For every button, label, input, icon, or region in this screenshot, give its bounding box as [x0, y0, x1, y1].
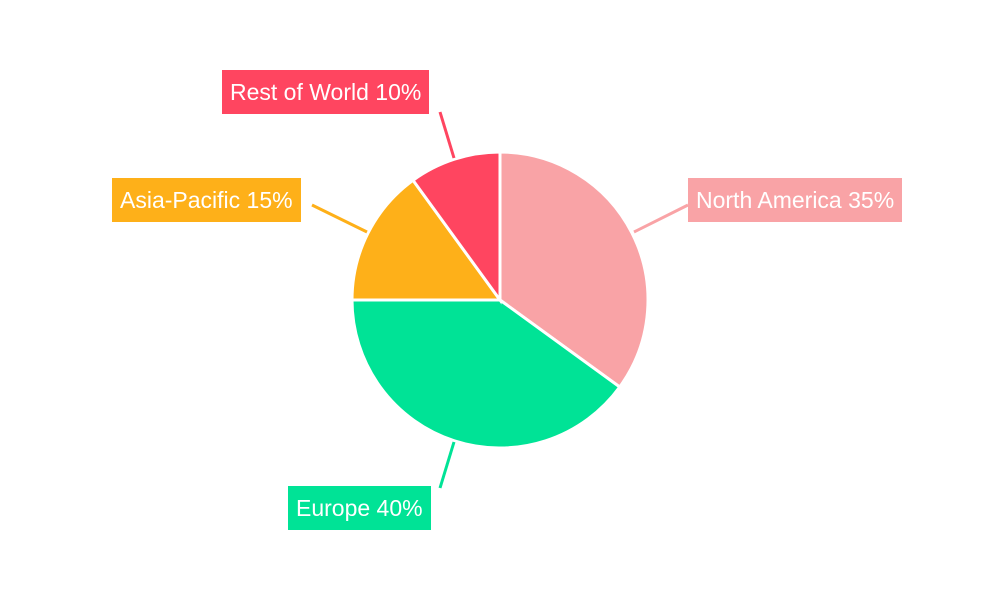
label-connector-line — [633, 203, 689, 234]
label-connector-line — [438, 111, 456, 159]
data-label: Rest of World 10% — [222, 70, 430, 114]
pie-slice-asia-pacific[interactable] — [350, 178, 503, 302]
pie-slice-rest-of-world[interactable] — [410, 150, 502, 305]
label-connector-line — [438, 441, 456, 489]
data-label: Europe 40% — [288, 486, 431, 530]
data-label: North America 35% — [688, 178, 903, 222]
data-label: Asia-Pacific 15% — [112, 178, 301, 222]
pie-slice-europe[interactable] — [350, 298, 622, 450]
label-connector-line — [311, 203, 368, 234]
pie-slice-north-america[interactable] — [498, 150, 650, 390]
